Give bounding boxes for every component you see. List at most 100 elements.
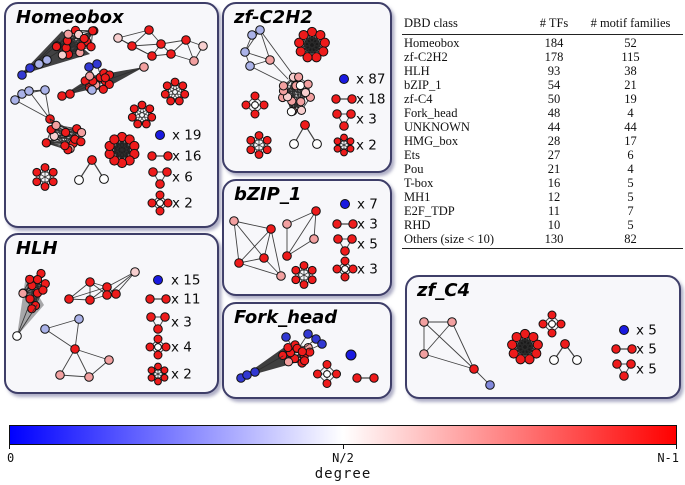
cell-num-tfs: 48 <box>547 106 561 120</box>
graph-node <box>145 342 155 352</box>
graph-node <box>333 234 343 244</box>
graph-node <box>146 312 156 322</box>
graph-node <box>515 354 526 365</box>
cell-num-tfs: 27 <box>547 148 561 162</box>
graph-node <box>60 141 70 151</box>
graph-node <box>507 339 518 350</box>
table-row: Ets 27 6 <box>402 148 683 162</box>
cell-num-tfs: 184 <box>544 36 564 50</box>
cell-num-motif-families: 21 <box>624 78 637 92</box>
table-row: E2F_TDP 11 7 <box>402 204 683 218</box>
graph-node <box>347 234 357 244</box>
graph-node <box>619 371 629 381</box>
graph-node <box>12 331 22 341</box>
graph-node <box>147 112 157 122</box>
cell-dbd-class: Others (size < 10) <box>404 232 495 246</box>
graph-node <box>113 33 123 43</box>
panel-graph-canvas <box>236 329 379 388</box>
graph-node <box>262 145 272 155</box>
table-row: UNKNOWN 44 44 <box>402 120 683 134</box>
graph-node <box>25 294 35 304</box>
graph-node <box>627 344 637 354</box>
graph-node <box>319 37 330 48</box>
cell-dbd-class: zf-C4 <box>404 92 433 106</box>
graph-node <box>147 366 156 375</box>
graph-node <box>147 151 157 161</box>
graph-node <box>447 317 457 327</box>
table-row: Homeobox 184 52 <box>402 36 683 50</box>
panel-zf-c2h2: x 87 x 18 x 3 x 2 zf-C2H2 <box>222 2 392 173</box>
panel-graph-canvas: x 5 x 5 x 5 <box>419 310 657 390</box>
panel-title: zf-C2H2 <box>234 7 313 28</box>
graph-node <box>109 134 120 145</box>
graph-node <box>560 339 570 349</box>
table-row: RHD 10 5 <box>402 218 683 232</box>
cell-num-tfs: 50 <box>547 92 561 106</box>
graph-node <box>302 52 313 63</box>
column-header-num-tfs: # TFs <box>539 16 569 30</box>
graph-node <box>127 41 137 51</box>
table-row: Others (size < 10) 130 82 <box>402 232 683 246</box>
graph-node <box>352 373 362 383</box>
graph-node <box>160 373 169 382</box>
legend-count-label: x 3 <box>357 262 378 278</box>
panel-title: HLH <box>16 238 58 259</box>
cell-num-motif-families: 6 <box>627 148 634 162</box>
graph-node <box>323 370 331 378</box>
graph-node <box>611 344 621 354</box>
graph-node <box>549 355 559 365</box>
cell-num-tfs: 54 <box>547 78 561 92</box>
graph-node <box>340 256 350 266</box>
graph-node <box>147 198 157 208</box>
cell-dbd-class: Ets <box>404 148 420 162</box>
graph-node <box>18 288 28 298</box>
graph-node <box>76 41 86 51</box>
graph-node <box>340 272 350 282</box>
graph-node <box>322 360 332 369</box>
graph-node <box>74 175 84 185</box>
graph-node <box>296 97 306 107</box>
graph-node <box>85 277 95 287</box>
graph-node <box>84 372 94 382</box>
panel-motif-legend: x 7 x 3 x 5 x 3 <box>332 197 378 282</box>
graph-node <box>48 167 58 177</box>
cell-num-tfs: 93 <box>547 64 561 78</box>
graph-node <box>10 95 20 105</box>
graph-node <box>300 87 311 98</box>
graph-node <box>626 359 636 369</box>
legend-count-label: x 5 <box>357 237 378 253</box>
graph-node <box>161 342 171 352</box>
graph-node <box>247 30 257 40</box>
graph-node <box>348 219 358 229</box>
graph-node <box>255 25 265 35</box>
legend-count-label: x 15 <box>171 273 200 289</box>
legend-count-label: x 19 <box>172 128 201 144</box>
cell-dbd-class: UNKNOWN <box>404 120 470 134</box>
cell-num-tfs: 178 <box>544 50 564 64</box>
graph <box>12 267 140 382</box>
graph-node <box>155 190 165 200</box>
colorbar-tick-mid <box>343 445 345 449</box>
panel-fork-head: Fork_head <box>222 302 392 399</box>
graph-node <box>250 367 260 377</box>
graph-node <box>511 331 522 343</box>
legend-count-label: x 3 <box>356 112 377 128</box>
graph-node <box>229 216 239 226</box>
cell-dbd-class: Homeobox <box>404 36 460 50</box>
graph-node <box>85 295 95 305</box>
graph-node <box>24 86 34 96</box>
cell-num-tfs: 16 <box>547 176 561 190</box>
graph-node <box>283 357 294 367</box>
graph-node <box>322 379 332 388</box>
graph-node <box>572 355 582 365</box>
graph-node <box>234 258 244 268</box>
legend-count-label: x 2 <box>171 367 192 383</box>
legend-count-label: x 7 <box>357 197 378 213</box>
graph-node <box>246 135 256 145</box>
cell-num-motif-families: 7 <box>627 204 634 218</box>
graph-node <box>619 325 629 335</box>
graph-node <box>307 265 317 275</box>
graph-node <box>485 380 495 390</box>
graph-node <box>100 73 110 83</box>
cell-dbd-class: HLH <box>404 64 430 78</box>
